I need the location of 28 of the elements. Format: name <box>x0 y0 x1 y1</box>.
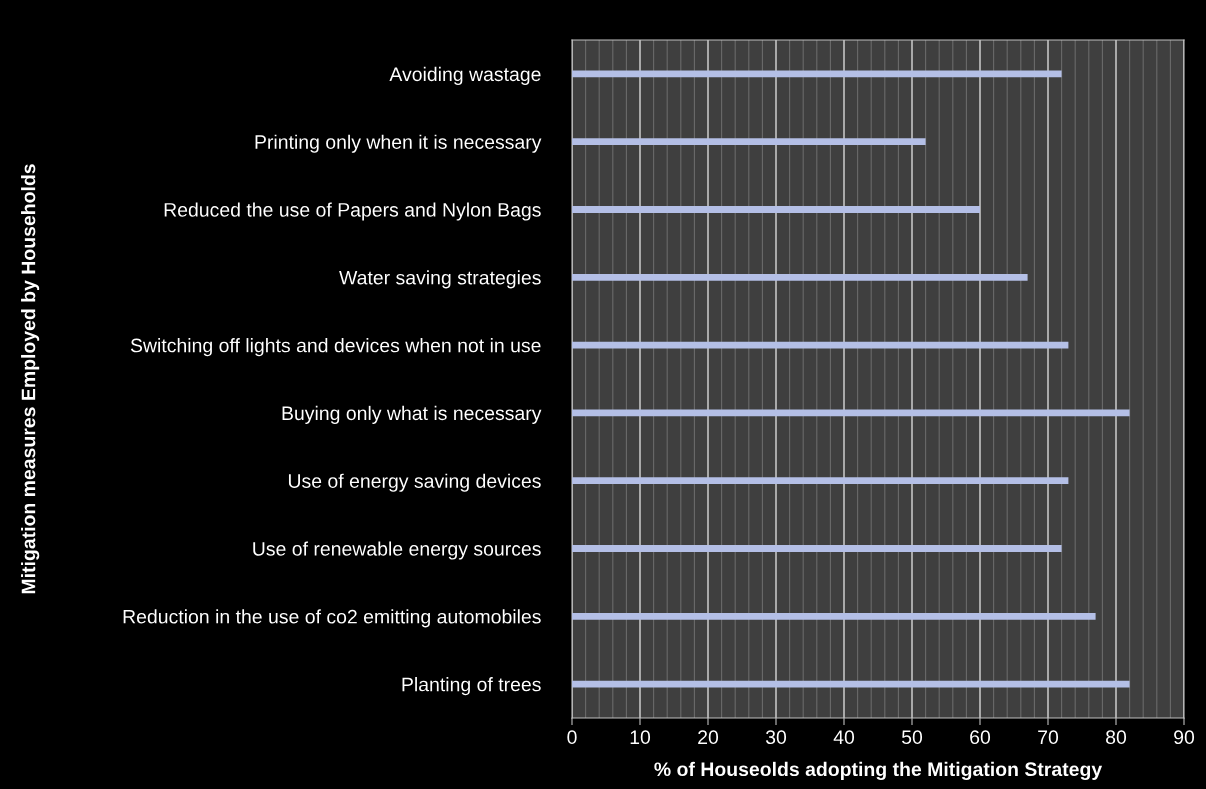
x-tick-label: 30 <box>765 730 787 745</box>
x-tick-label: 20 <box>698 730 719 745</box>
x-tick-label: 90 <box>1174 730 1195 745</box>
x-tick-label: 70 <box>1038 730 1059 745</box>
bar <box>572 206 980 213</box>
y-axis-title: Mitigation measures Employed by Households <box>21 164 40 594</box>
x-tick-label: 10 <box>630 730 651 745</box>
x-tick-label: 0 <box>567 730 577 745</box>
y-tick-label: Reduction in the use of co2 emitting automobiles <box>123 609 541 628</box>
x-tick-label: 60 <box>970 730 991 745</box>
y-tick-label: Use of renewable energy sources <box>253 541 541 560</box>
y-tick-label: Avoiding wastage <box>389 66 541 85</box>
x-tick-label: 50 <box>901 730 923 745</box>
x-tick-label: 80 <box>1106 730 1127 745</box>
x-axis-title: % of Houseolds adopting the Mitigation Strategy <box>654 761 1103 781</box>
x-tick-label: 40 <box>833 730 855 745</box>
bar <box>572 273 1028 281</box>
y-tick-label: Buying only what is necessary <box>282 405 542 424</box>
y-tick-label: Switching off lights and devices when not in use <box>130 338 541 357</box>
bar <box>572 545 1062 552</box>
y-tick-label: Reduced the use of Papers and Nylon Bags <box>164 202 541 221</box>
y-tick-label: Water saving strategies <box>339 270 541 289</box>
y-tick-label: Printing only when it is necessary <box>255 134 542 153</box>
bar <box>572 612 1096 620</box>
y-tick-label: Use of energy saving devices <box>288 473 541 492</box>
bar <box>572 138 926 146</box>
y-tick-label: Planting of trees <box>402 677 541 696</box>
bar <box>572 477 1069 485</box>
